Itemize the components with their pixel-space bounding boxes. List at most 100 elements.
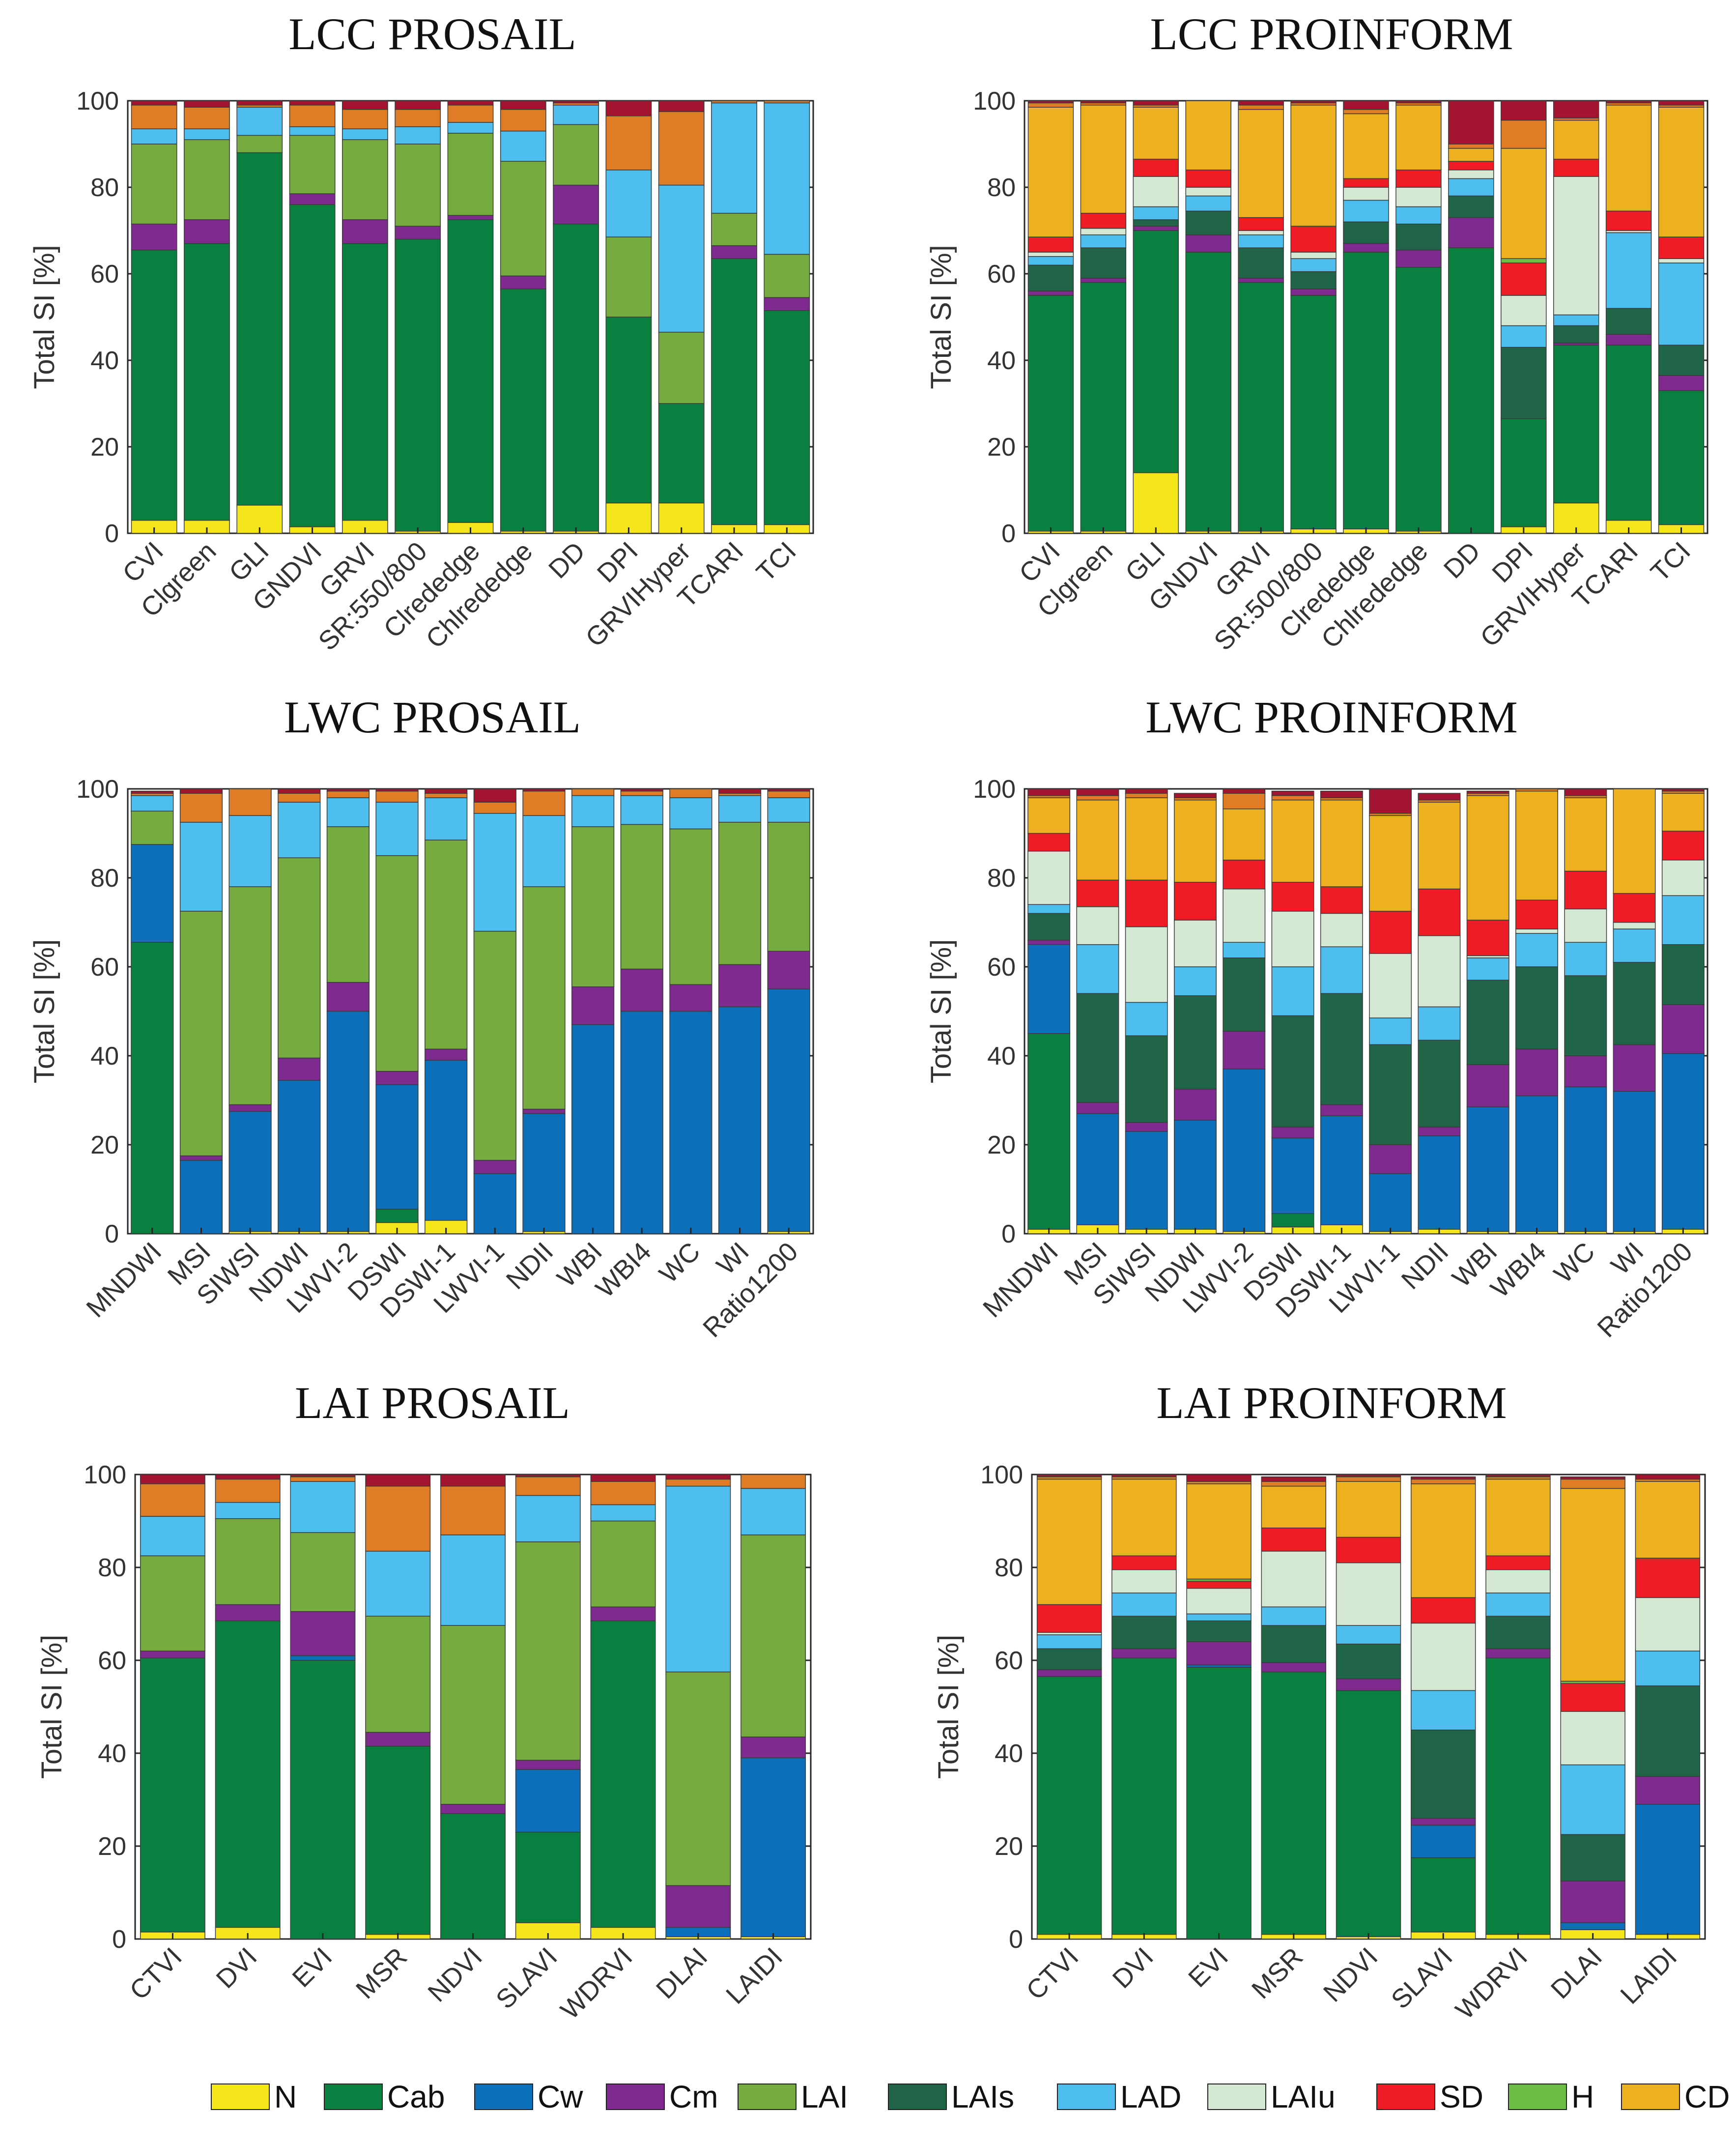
bar-segment-lad [1185,195,1231,212]
bar-segment-cm [1271,1127,1314,1139]
bar-segment-lai [553,124,599,186]
legend-swatch [1207,2083,1266,2110]
y-tick-label: 100 [973,87,1016,116]
bar-segment-cab [215,1620,281,1928]
bar-segment-sza [764,100,810,104]
bar-segment-sza [665,1478,731,1487]
x-tick-label: SLAVI [490,1942,563,2015]
bar-segment-lai [740,1534,806,1737]
bar-segment-lai [658,332,705,404]
bar-segment-cm [1635,1776,1701,1805]
x-tick-label: MNDWI [81,1237,167,1323]
bar-segment-sd [1501,262,1547,296]
bar-segment-cab [342,243,388,521]
bar-segment-sd [1553,159,1599,177]
bar-segment-cd [1223,808,1266,861]
y-tick-label: 0 [105,1220,119,1248]
bar-segment-lad [1261,1606,1326,1626]
bar-segment-lad [605,170,652,237]
bar-segment-lad [658,184,705,333]
bar-segment-sd [1369,911,1412,954]
bar-segment-sza [326,790,370,798]
bar-segment-cm [718,964,762,1008]
bar-segment-lai [131,810,174,845]
bar-segment-cw [1411,1824,1476,1858]
bar-segment-cd [1515,790,1558,901]
bar-segment-cab [365,1746,431,1935]
x-tick-label: CTVI [124,1942,187,2005]
y-axis-label: Total SI [%] [36,1635,68,1779]
bar-segment-lai [289,135,336,194]
bar-segment-cd [1133,107,1179,160]
bar-segment-cw [1613,1091,1656,1232]
bar-segment-cab [1238,282,1284,532]
bar-segment-cm [1223,1031,1266,1070]
bar-segment-lais [1635,1685,1701,1777]
bar-segment-sza [342,109,388,129]
bar-segment-lais [1185,210,1231,235]
bar-segment-rho [1111,1474,1177,1477]
x-tick-label: NDII [1396,1237,1454,1295]
bar-segment-sza [522,790,566,816]
bar-segment-cd [1186,1483,1252,1580]
bar-segment-rho [500,100,546,110]
x-tick-label: DLAI [1545,1942,1608,2004]
bar-segment-cw [1635,1804,1701,1935]
bar-segment-cd [1553,119,1599,160]
y-axis-label: Total SI [%] [28,245,60,389]
bar-segment-cw [1564,1086,1607,1232]
bar-segment-sd [1223,860,1266,890]
bar-segment-cm [740,1736,806,1759]
bar-segment-lad [1553,314,1599,326]
bar-segment-lad [500,130,546,162]
bar-segment-lad [278,802,321,859]
legend-label: LAIs [951,2079,1014,2114]
legend-item-laiu: LAIu [1207,2079,1336,2114]
bar-segment-cm [1125,1122,1168,1132]
bar-segment-cm [1560,1881,1625,1923]
bar-segment-lai [440,1625,506,1805]
bar-segment-rho [1448,100,1494,145]
bar-segment-sza [1238,105,1284,110]
legend-item-cab: Cab [324,2079,445,2114]
bar-segment-laiu [1564,908,1607,943]
bar-segment-sza [1343,109,1389,115]
bar-segment-cm [447,215,494,220]
bar-segment-rho [1027,788,1071,796]
bar-segment-lad [131,795,174,811]
bar-segment-rho [215,1474,281,1480]
bar-segment-cw [1223,1069,1266,1232]
y-tick-label: 80 [90,864,119,893]
y-tick-label: 0 [1001,520,1016,548]
bar-segment-cw [473,1173,516,1234]
legend-label: SD [1440,2079,1483,2114]
bar-segment-rho [1605,100,1652,104]
legend-swatch [324,2083,383,2110]
chart-title: LAI PROINFORM [1156,1378,1507,1428]
bar-segment-cd [1411,1483,1476,1598]
bar-segment-cab [131,249,177,521]
bar-segment-sza [375,790,419,803]
bar-segment-cw [131,844,174,943]
bar-segment-cm [1515,1048,1558,1097]
bar-segment-rho [236,100,283,106]
bar-segment-lais [1125,1035,1168,1123]
bar-segment-rho [375,788,419,792]
bar-segment-cd [1564,797,1607,872]
bar-segment-lai [179,911,223,1157]
bar-segment-sza [440,1485,506,1535]
bar-segment-sd [1027,236,1074,253]
y-tick-label: 40 [90,1042,119,1070]
bar-segment-rho [718,788,762,794]
bar-segment-rho [395,100,441,110]
bar-segment-cab [1036,1676,1102,1935]
bar-segment-cd [1290,105,1337,227]
bar-segment-sza [289,105,336,127]
bar-segment-cd [1635,1481,1701,1559]
bar-segment-cab [590,1620,656,1928]
bar-segment-rho [665,1474,731,1480]
bar-segment-laiu [1111,1569,1177,1593]
bar-segment-cm [500,275,546,289]
bar-segment-lad [711,102,757,214]
